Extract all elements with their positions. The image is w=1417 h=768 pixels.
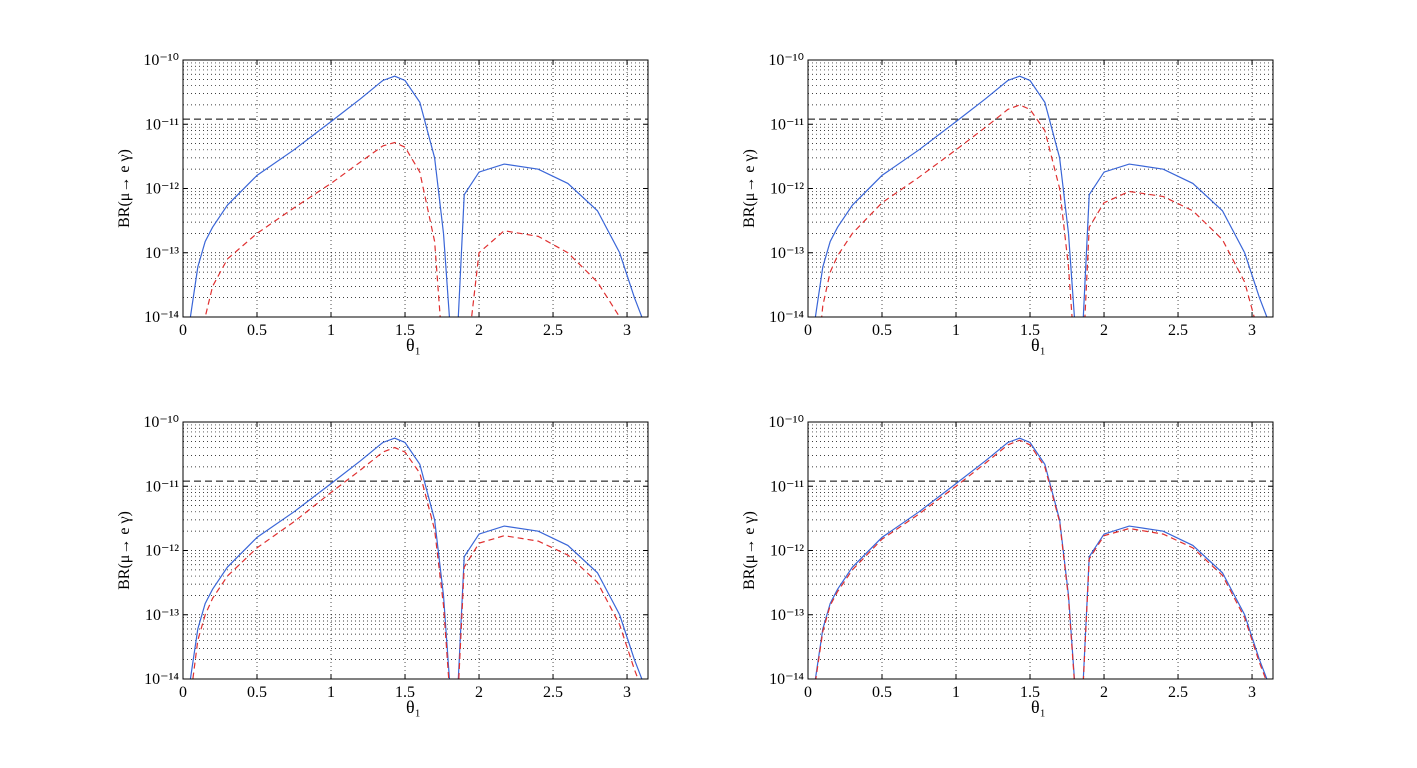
- series-line: [821, 104, 1255, 317]
- x-tick-label: 3: [623, 684, 631, 701]
- panel: 0 0.5 1 1.5 2 2.5 3 10⁻¹⁴ 10⁻¹³ 10⁻¹² 10⁻¹¹ 10⁻¹⁰ θ₁…: [116, 52, 649, 355]
- y-axis-label: BR(μ→ e γ): [741, 149, 758, 228]
- y-tick-label: 10⁻¹⁴: [769, 309, 804, 326]
- x-tick-label: 1: [327, 684, 335, 701]
- x-tick-label: 3: [1248, 684, 1256, 701]
- x-tick-label: 1: [327, 322, 335, 339]
- series-line: [814, 437, 1268, 679]
- series-line: [189, 437, 643, 679]
- x-tick-label: 2.5: [1168, 322, 1188, 339]
- y-tick-label: 10⁻¹³: [145, 607, 179, 624]
- panel: 0 0.5 1 1.5 2 2.5 3 10⁻¹⁴ 10⁻¹³ 10⁻¹² 10⁻¹¹ 10⁻¹⁰ θ₁…: [741, 52, 1274, 355]
- y-axis-label: BR(μ→ e γ): [116, 511, 133, 590]
- x-axis-label: θ₁: [1031, 697, 1046, 717]
- x-tick-label: 2.5: [543, 322, 563, 339]
- x-tick-label: 0: [179, 322, 187, 339]
- y-tick-label: 10⁻¹¹: [770, 478, 804, 495]
- y-tick-label: 10⁻¹⁰: [143, 414, 179, 431]
- y-tick-label: 10⁻¹⁴: [144, 671, 179, 688]
- x-tick-label: 2: [475, 684, 483, 701]
- x-tick-label: 3: [1248, 322, 1256, 339]
- x-tick-label: 0.5: [872, 322, 892, 339]
- x-axis-label: θ₁: [1031, 335, 1046, 355]
- x-axis-label: θ₁: [406, 697, 421, 717]
- y-axis-label: BR(μ→ e γ): [741, 511, 758, 590]
- series-line: [192, 446, 639, 679]
- y-tick-label: 10⁻¹⁴: [769, 671, 804, 688]
- y-tick-label: 10⁻¹¹: [145, 116, 179, 133]
- y-tick-label: 10⁻¹¹: [145, 478, 179, 495]
- x-tick-label: 0: [804, 684, 812, 701]
- y-tick-label: 10⁻¹²: [770, 543, 804, 560]
- y-tick-label: 10⁻¹³: [770, 607, 804, 624]
- y-tick-label: 10⁻¹²: [145, 181, 179, 198]
- x-tick-label: 1.5: [395, 322, 415, 339]
- x-tick-label: 0.5: [872, 684, 892, 701]
- x-tick-label: 3: [623, 322, 631, 339]
- x-tick-label: 0: [179, 684, 187, 701]
- y-tick-label: 10⁻¹⁰: [143, 52, 179, 69]
- x-tick-label: 0.5: [247, 322, 267, 339]
- y-tick-label: 10⁻¹³: [770, 245, 804, 262]
- panel: 0 0.5 1 1.5 2 2.5 3 10⁻¹⁴ 10⁻¹³ 10⁻¹² 10⁻¹¹ 10⁻¹⁰ θ₁…: [741, 414, 1274, 717]
- x-tick-label: 1.5: [395, 684, 415, 701]
- x-tick-label: 2.5: [543, 684, 563, 701]
- series-line: [189, 75, 643, 317]
- x-tick-label: 0.5: [247, 684, 267, 701]
- y-tick-label: 10⁻¹³: [145, 245, 179, 262]
- x-tick-label: 1: [952, 684, 960, 701]
- x-axis-label: θ₁: [406, 335, 421, 355]
- x-tick-label: 0: [804, 322, 812, 339]
- x-tick-label: 2: [475, 322, 483, 339]
- y-tick-label: 10⁻¹⁴: [144, 309, 179, 326]
- y-tick-label: 10⁻¹⁰: [768, 414, 804, 431]
- series-line: [815, 439, 1267, 679]
- x-tick-label: 1.5: [1020, 322, 1040, 339]
- y-tick-label: 10⁻¹²: [145, 543, 179, 560]
- x-tick-label: 1.5: [1020, 684, 1040, 701]
- series-line: [814, 75, 1268, 317]
- x-tick-label: 2: [1100, 684, 1108, 701]
- y-tick-label: 10⁻¹⁰: [768, 52, 804, 69]
- y-tick-label: 10⁻¹¹: [770, 116, 804, 133]
- x-tick-label: 2.5: [1168, 684, 1188, 701]
- y-axis-label: BR(μ→ e γ): [116, 149, 133, 228]
- x-tick-label: 2: [1100, 322, 1108, 339]
- x-tick-label: 1: [952, 322, 960, 339]
- y-tick-label: 10⁻¹²: [770, 181, 804, 198]
- panel: 0 0.5 1 1.5 2 2.5 3 10⁻¹⁴ 10⁻¹³ 10⁻¹² 10⁻¹¹ 10⁻¹⁰ θ₁…: [116, 414, 649, 717]
- series-line: [204, 141, 621, 317]
